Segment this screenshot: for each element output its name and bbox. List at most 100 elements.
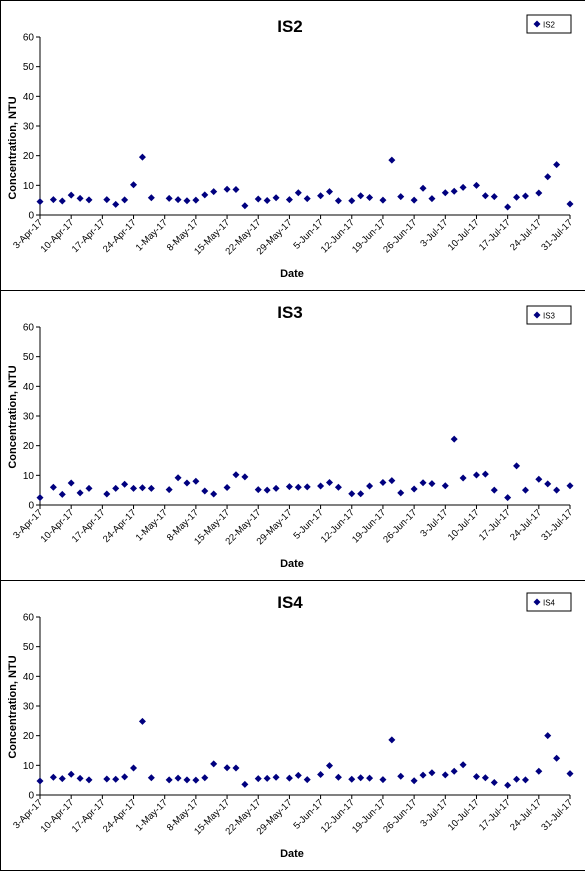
data-point — [303, 195, 311, 203]
x-tick-label: 1-May-17 — [134, 797, 170, 833]
data-point — [294, 771, 302, 779]
data-point — [263, 196, 271, 204]
y-tick-label: 40 — [23, 92, 35, 103]
y-tick-label: 50 — [23, 352, 35, 363]
data-point — [325, 188, 333, 196]
y-tick-label: 20 — [23, 151, 35, 162]
y-tick-label: 0 — [28, 791, 34, 802]
data-point — [521, 486, 529, 494]
data-point — [85, 484, 93, 492]
data-point — [544, 480, 552, 488]
data-point — [272, 194, 280, 202]
data-point — [357, 192, 365, 200]
data-point — [121, 196, 129, 204]
legend-box — [526, 592, 572, 612]
data-point — [325, 762, 333, 770]
data-point — [112, 775, 120, 783]
y-axis-label: Concentration, NTU — [7, 655, 19, 758]
data-point — [121, 773, 129, 781]
data-point — [379, 776, 387, 784]
data-point — [130, 484, 138, 492]
data-point — [459, 474, 467, 482]
data-point — [419, 771, 427, 779]
y-tick-label: 10 — [23, 761, 35, 772]
data-point — [388, 477, 396, 485]
data-point — [130, 764, 138, 772]
data-point — [348, 490, 356, 498]
data-point — [472, 471, 480, 479]
y-tick-label: 50 — [23, 62, 35, 73]
x-tick-label: 31-Jul-17 — [539, 217, 575, 253]
data-point — [254, 775, 262, 783]
data-point — [490, 779, 498, 787]
x-tick-label: 10-Jul-17 — [446, 507, 482, 543]
legend-box — [526, 305, 572, 325]
data-point — [147, 484, 155, 492]
data-point — [397, 193, 405, 201]
data-point — [553, 486, 561, 494]
data-point — [272, 484, 280, 492]
data-point — [544, 732, 552, 740]
data-point — [36, 777, 44, 785]
data-point — [272, 773, 280, 781]
chart-panel-is2: IS2 Concentration, NTU Date IS2 0 10 20 30 4… — [0, 0, 585, 290]
x-tick-label: 17-Jul-17 — [477, 217, 513, 253]
data-point — [241, 473, 249, 481]
data-point — [294, 189, 302, 197]
data-point — [201, 191, 209, 199]
y-tick-label: 0 — [28, 211, 34, 222]
data-point — [223, 764, 231, 772]
x-tick-label: 10-Jul-17 — [446, 217, 482, 253]
data-point — [58, 197, 66, 205]
data-point — [566, 200, 574, 208]
data-point — [566, 770, 574, 778]
x-tick-label: 24-Jul-17 — [508, 507, 544, 543]
data-point — [481, 470, 489, 478]
data-point — [103, 775, 111, 783]
data-point — [285, 774, 293, 782]
data-point — [112, 200, 120, 208]
data-point — [535, 475, 543, 483]
x-axis-label: Date — [280, 268, 304, 280]
data-point — [490, 193, 498, 201]
x-axis-label: Date — [280, 848, 304, 860]
data-point — [481, 192, 489, 200]
data-point — [348, 197, 356, 205]
data-point — [504, 203, 512, 211]
data-point — [49, 773, 57, 781]
chart-is4-svg: IS4 Concentration, NTU Date IS4 0 10 20 30 4… — [7, 592, 575, 860]
data-point — [223, 483, 231, 491]
data-point — [410, 485, 418, 493]
x-tick-label: 26-Jun-17 — [381, 797, 419, 835]
data-point — [112, 484, 120, 492]
data-point — [472, 773, 480, 781]
data-point — [138, 717, 146, 725]
data-point — [138, 484, 146, 492]
data-point — [317, 771, 325, 779]
x-tick-label: 24-Apr-17 — [101, 797, 139, 835]
data-point — [76, 194, 84, 202]
data-point — [241, 202, 249, 210]
data-point — [210, 188, 218, 196]
data-point — [49, 483, 57, 491]
x-tick-label: 24-Jul-17 — [508, 797, 544, 833]
data-point — [223, 185, 231, 193]
data-point — [36, 198, 44, 206]
panel-divider — [0, 290, 585, 291]
data-point — [165, 194, 173, 202]
y-tick-label: 60 — [23, 33, 35, 44]
y-tick-label: 30 — [23, 702, 35, 713]
data-point — [357, 490, 365, 498]
data-point — [263, 486, 271, 494]
chart-panel-is4: IS4 Concentration, NTU Date IS4 0 10 20 30 4… — [0, 580, 585, 870]
y-tick-label: 40 — [23, 382, 35, 393]
data-point — [263, 774, 271, 782]
data-point — [348, 775, 356, 783]
legend-label: IS2 — [543, 21, 556, 30]
data-point — [192, 477, 200, 485]
data-point — [334, 773, 342, 781]
data-point — [428, 480, 436, 488]
data-point — [450, 187, 458, 195]
data-point — [366, 482, 374, 490]
data-point — [103, 196, 111, 204]
